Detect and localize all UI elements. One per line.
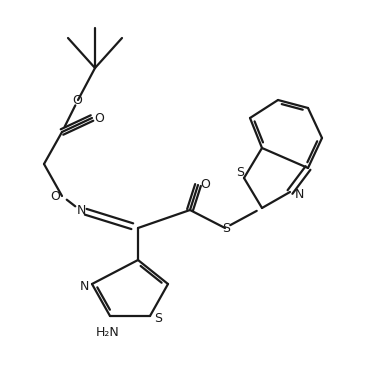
Text: O: O	[50, 190, 60, 202]
Text: S: S	[154, 311, 162, 325]
Text: O: O	[72, 95, 82, 107]
Text: N: N	[79, 280, 89, 293]
Text: O: O	[200, 178, 210, 191]
Text: H₂N: H₂N	[96, 326, 120, 339]
Text: N: N	[76, 204, 86, 216]
Text: N: N	[294, 188, 304, 201]
Text: O: O	[94, 112, 104, 124]
Text: S: S	[236, 166, 244, 178]
Text: S: S	[222, 222, 230, 234]
